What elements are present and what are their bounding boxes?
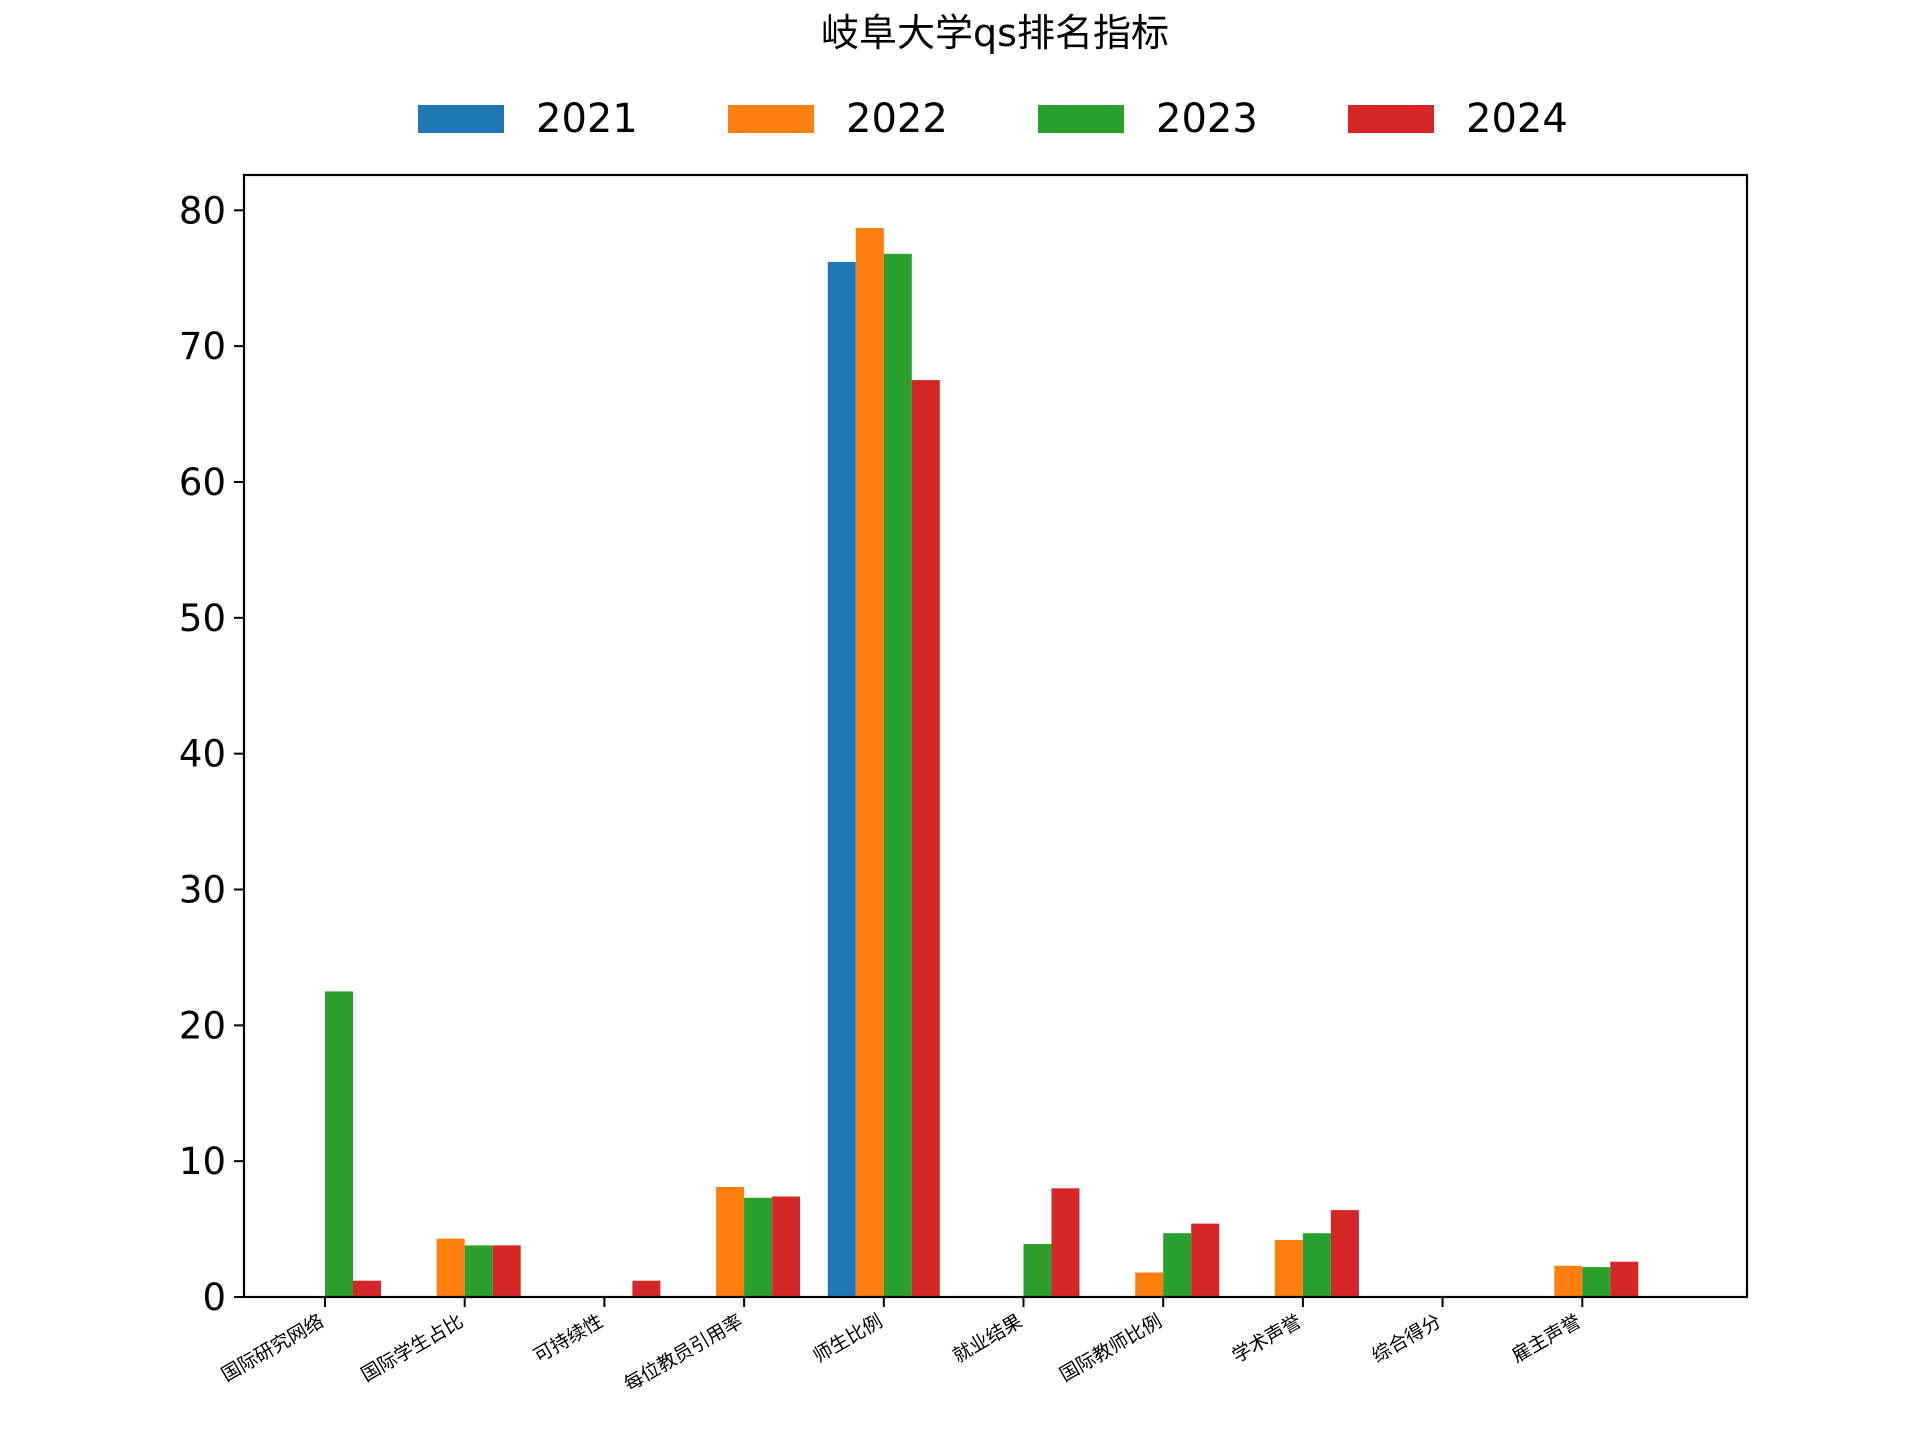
x-tick-label-0: 国际研究网络 xyxy=(218,1310,328,1386)
bar-2023-0 xyxy=(325,991,353,1297)
bar-2022-4 xyxy=(855,228,884,1297)
x-tick-label-3: 每位教员引用率 xyxy=(620,1310,746,1396)
x-axis: 国际研究网络 国际学生占比 可持续性 每位教员引用率 师生比例 就业结果 国际教师比例 学术声… xyxy=(218,1297,1585,1396)
y-tick-label-6: 60 xyxy=(179,461,226,504)
bar-2023-7 xyxy=(1302,1233,1331,1297)
bar-2022-3 xyxy=(716,1187,745,1297)
bar-2023-1 xyxy=(464,1245,493,1297)
y-tick-label-7: 70 xyxy=(179,325,226,368)
bar-2024-6 xyxy=(1191,1223,1220,1297)
y-axis: 0 10 20 30 40 50 60 70 80 xyxy=(179,189,244,1319)
bar-2024-9 xyxy=(1610,1261,1639,1297)
bar-2023-6 xyxy=(1163,1233,1192,1297)
bar-2022-1 xyxy=(436,1238,465,1297)
legend-swatch-2022 xyxy=(728,105,814,133)
bar-2024-4 xyxy=(911,380,940,1298)
bar-2023-9 xyxy=(1582,1267,1611,1297)
bar-2024-7 xyxy=(1330,1210,1359,1297)
bar-2024-2 xyxy=(632,1280,661,1297)
y-tick-label-4: 40 xyxy=(179,733,226,776)
x-tick-label-1: 国际学生占比 xyxy=(357,1310,467,1386)
bar-2024-0 xyxy=(353,1280,381,1297)
legend-swatch-2024 xyxy=(1348,105,1434,133)
x-tick-label-9: 雇主声誉 xyxy=(1508,1310,1585,1367)
bar-2024-3 xyxy=(772,1196,801,1297)
x-tick-label-4: 师生比例 xyxy=(809,1310,886,1367)
y-tick-label-5: 50 xyxy=(179,597,226,640)
legend-swatch-2023 xyxy=(1038,105,1124,133)
legend-label-2024: 2024 xyxy=(1466,96,1568,142)
bar-2023-5 xyxy=(1023,1244,1052,1297)
bar-2022-7 xyxy=(1274,1239,1303,1297)
y-tick-label-3: 30 xyxy=(179,868,226,911)
legend-label-2023: 2023 xyxy=(1156,96,1258,142)
x-tick-label-6: 国际教师比例 xyxy=(1056,1310,1166,1386)
chart-title: 岐阜大学qs排名指标 xyxy=(821,11,1169,55)
legend-label-2021: 2021 xyxy=(536,96,638,142)
bar-2021-4 xyxy=(827,261,856,1297)
y-tick-label-1: 10 xyxy=(179,1140,226,1183)
bar-2022-9 xyxy=(1554,1265,1583,1297)
legend-swatch-2021 xyxy=(418,105,504,133)
y-tick-label-2: 20 xyxy=(179,1004,226,1047)
bar-2024-5 xyxy=(1051,1188,1080,1297)
bar-2023-4 xyxy=(883,253,912,1297)
legend: 2021 2022 2023 2024 xyxy=(418,96,1568,142)
plot-frame xyxy=(242,173,1749,1299)
x-tick-label-8: 综合得分 xyxy=(1368,1310,1445,1367)
x-tick-label-5: 就业结果 xyxy=(949,1310,1026,1367)
y-tick-label-0: 0 xyxy=(202,1276,226,1319)
bar-2022-6 xyxy=(1135,1272,1164,1297)
legend-label-2022: 2022 xyxy=(846,96,948,142)
bar-2023-3 xyxy=(744,1197,773,1297)
y-tick-label-8: 80 xyxy=(179,189,226,232)
bars xyxy=(325,228,1639,1298)
x-tick-label-7: 学术声誉 xyxy=(1229,1310,1306,1367)
x-tick-label-2: 可持续性 xyxy=(530,1310,607,1367)
bar-2024-1 xyxy=(492,1245,521,1297)
